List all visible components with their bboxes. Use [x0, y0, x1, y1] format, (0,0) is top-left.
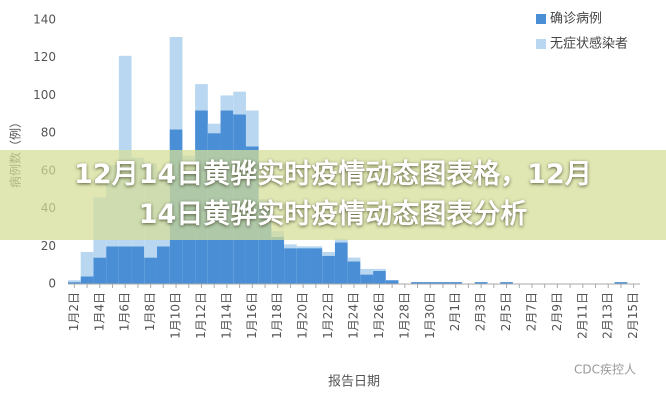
bar	[423, 282, 437, 284]
bar	[449, 282, 463, 284]
bar	[373, 268, 386, 271]
x-tick-label: 2月7日	[524, 292, 538, 331]
x-tick-label: 2月5日	[499, 292, 513, 331]
x-tick-label: 1月18日	[270, 292, 284, 339]
bar	[373, 270, 386, 284]
bar	[309, 248, 323, 284]
bar	[118, 246, 132, 284]
x-tick-label: 1月20日	[296, 292, 310, 339]
bar	[271, 236, 285, 284]
bar	[334, 238, 348, 243]
bar	[68, 282, 81, 284]
x-tick-label: 1月6日	[118, 292, 132, 331]
bar	[474, 282, 488, 284]
bar	[144, 257, 157, 284]
y-tick-label: 100	[33, 88, 56, 102]
bar	[93, 257, 107, 284]
bar	[284, 248, 297, 284]
bar	[614, 282, 628, 284]
x-axis-label: 报告日期	[328, 375, 380, 390]
x-tick-label: 2月11日	[575, 292, 589, 339]
bar	[385, 280, 399, 284]
x-tick-label: 2月9日	[550, 292, 564, 331]
bar	[411, 282, 424, 284]
x-tick-label: 1月4日	[92, 292, 106, 331]
bar	[360, 268, 374, 275]
bar	[233, 91, 246, 115]
bar	[207, 123, 221, 134]
bar	[296, 246, 310, 249]
x-tick-label: 1月26日	[372, 292, 386, 339]
bar	[169, 36, 183, 130]
legend-swatch	[536, 14, 546, 24]
x-tick-label: 2月1日	[448, 292, 462, 331]
watermark: CDC疾控人	[574, 362, 636, 377]
x-tick-label: 1月14日	[219, 292, 233, 339]
bar	[360, 274, 374, 284]
x-tick-label: 1月12日	[194, 292, 208, 339]
bar	[131, 246, 145, 284]
bar	[334, 242, 348, 284]
y-tick-label: 0	[48, 277, 56, 291]
bar	[245, 110, 259, 147]
bar	[195, 84, 208, 111]
y-tick-label: 20	[41, 239, 56, 253]
x-tick-label: 2月15日	[626, 292, 640, 339]
x-tick-label: 1月16日	[245, 292, 259, 339]
legend-swatch	[536, 39, 546, 49]
bar	[80, 251, 94, 277]
x-tick-label: 2月3日	[474, 292, 488, 331]
x-tick-label: 1月8日	[143, 292, 157, 331]
y-tick-label: 140	[33, 13, 56, 27]
x-tick-label: 1月2日	[67, 292, 81, 331]
legend-label: 无症状感染者	[550, 36, 628, 52]
bar	[322, 255, 335, 284]
x-tick-label: 1月30日	[423, 292, 437, 339]
bar	[296, 248, 310, 284]
banner: 12月14日黄骅实时疫情动态图表格，12月14日黄骅实时疫情动态图表分析	[0, 150, 666, 240]
bar	[347, 261, 361, 284]
bar	[436, 282, 450, 284]
legend-label: 确诊病例	[550, 12, 602, 27]
x-tick-label: 1月24日	[347, 292, 361, 339]
bar	[80, 276, 94, 284]
x-tick-label: 1月22日	[321, 292, 335, 339]
banner-title: 12月14日黄骅实时疫情动态图表格，12月14日黄骅实时疫情动态图表分析	[74, 159, 592, 230]
bar	[309, 246, 323, 249]
bar	[322, 251, 335, 256]
bar	[68, 280, 81, 283]
x-tick-label: 1月10日	[169, 292, 183, 339]
bar	[220, 95, 234, 111]
x-tick-label: 1月28日	[397, 292, 411, 339]
bar	[156, 246, 170, 284]
bar	[284, 244, 297, 249]
y-tick-label: 120	[33, 50, 56, 64]
bar	[106, 246, 119, 284]
x-tick-label: 2月13日	[601, 292, 615, 339]
bar	[347, 257, 361, 262]
y-tick-label: 80	[41, 126, 56, 140]
bar	[500, 282, 513, 284]
